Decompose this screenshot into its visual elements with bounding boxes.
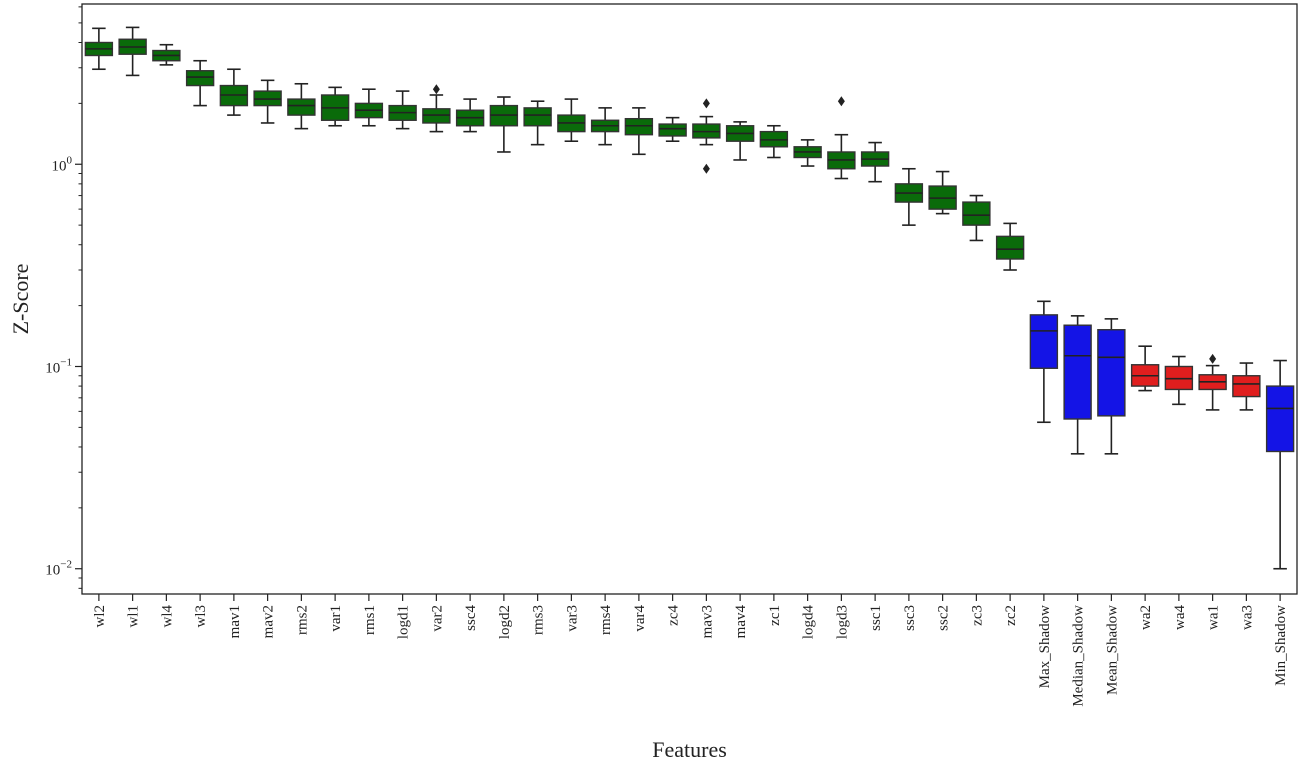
x-tick-label: wa3 xyxy=(1239,605,1255,630)
x-tick-label: var3 xyxy=(564,605,580,632)
x-tick-label: logd4 xyxy=(801,605,817,640)
x-tick-label: wl4 xyxy=(159,605,175,628)
box-iqr xyxy=(995,235,1025,260)
x-tick-label: var2 xyxy=(429,605,445,632)
box-var1 xyxy=(320,86,350,127)
box-ssc3 xyxy=(894,167,924,226)
x-tick-label: wa4 xyxy=(1172,605,1188,630)
x-tick-label: zc3 xyxy=(969,605,985,626)
outlier-point xyxy=(1209,353,1217,364)
box-iqr xyxy=(624,117,654,136)
box-wl3 xyxy=(185,59,215,107)
x-tick-label: ssc1 xyxy=(868,605,884,631)
x-tick-label: mav1 xyxy=(227,605,243,638)
y-tick-label: 10−2 xyxy=(45,559,72,579)
box-iqr xyxy=(185,70,215,87)
x-tick-label: logd3 xyxy=(834,605,850,639)
x-tick-label: Median_Shadow xyxy=(1071,605,1087,707)
box-iqr xyxy=(523,107,552,127)
box-wl4 xyxy=(152,43,181,66)
x-tick-label: wa2 xyxy=(1138,605,1154,630)
box-mav3 xyxy=(692,98,721,174)
x-tick-label: Max_Shadow xyxy=(1037,605,1053,688)
box-wa2 xyxy=(1130,345,1160,392)
box-max-shadow xyxy=(1029,300,1059,424)
x-tick-label: Min_Shadow xyxy=(1273,605,1289,686)
box-ssc1 xyxy=(860,141,890,183)
plot-area xyxy=(81,3,1298,595)
x-tick-label: rms2 xyxy=(294,605,310,635)
x-tick-label: zc4 xyxy=(666,605,682,626)
box-rms1 xyxy=(354,88,384,127)
x-tick-label: wa1 xyxy=(1206,605,1222,630)
box-iqr xyxy=(962,201,991,226)
box-rms2 xyxy=(287,82,316,130)
x-tick-label: ssc4 xyxy=(463,605,479,631)
x-tick-label: wl1 xyxy=(126,605,142,628)
x-tick-label: wl3 xyxy=(193,605,209,628)
x-tick-label: wl2 xyxy=(92,605,108,628)
box-zc4 xyxy=(658,116,687,143)
y-axis: 10−2 10−1 100 xyxy=(45,6,82,589)
box-var4 xyxy=(624,107,654,156)
box-var3 xyxy=(557,98,586,143)
outlier-point xyxy=(837,96,845,107)
box-wa3 xyxy=(1232,362,1261,411)
box-zc3 xyxy=(962,194,991,242)
box-iqr xyxy=(1232,375,1261,398)
x-tick-label: logd1 xyxy=(396,605,412,639)
x-tick-label: mav2 xyxy=(261,605,277,638)
box-ssc4 xyxy=(455,98,485,133)
y-axis-title: Z-Score xyxy=(8,264,33,335)
outlier-point xyxy=(432,84,440,95)
box-iqr xyxy=(287,98,316,116)
x-tick-label: zc1 xyxy=(767,605,783,626)
outlier-point xyxy=(702,163,710,174)
box-mean-shadow xyxy=(1097,318,1126,455)
box-ssc2 xyxy=(928,170,957,215)
box-iqr xyxy=(1063,324,1092,420)
x-axis-title: Features xyxy=(652,737,727,762)
x-tick-label: Mean_Shadow xyxy=(1104,605,1120,695)
box-wl1 xyxy=(118,26,147,77)
box-iqr xyxy=(1029,314,1059,369)
box-wa1 xyxy=(1198,353,1227,411)
x-tick-label: var1 xyxy=(328,605,344,632)
x-tick-label: rms1 xyxy=(362,605,378,635)
x-tick-label: ssc2 xyxy=(936,605,952,631)
box-zc1 xyxy=(759,124,789,159)
box-mav4 xyxy=(725,121,755,161)
box-var2 xyxy=(422,84,451,133)
box-min-shadow xyxy=(1265,359,1295,570)
x-tick-label: rms4 xyxy=(598,605,614,636)
box-mav2 xyxy=(253,79,282,124)
box-logd2 xyxy=(489,96,519,153)
y-tick-label: 100 xyxy=(52,154,73,174)
x-tick-label: ssc3 xyxy=(902,605,918,631)
box-iqr xyxy=(1265,385,1295,453)
x-tick-label: mav3 xyxy=(699,605,715,638)
y-tick-label: 10−1 xyxy=(45,356,72,376)
x-tick-label: mav4 xyxy=(733,605,749,639)
outlier-point xyxy=(702,98,710,109)
box-zc2 xyxy=(995,222,1025,271)
box-rms4 xyxy=(590,107,620,146)
box-wl2 xyxy=(84,27,114,71)
box-wa4 xyxy=(1164,355,1194,406)
x-tick-label: var4 xyxy=(632,605,648,632)
box-logd3 xyxy=(827,96,856,180)
box-logd1 xyxy=(388,90,417,130)
x-tick-label: zc2 xyxy=(1003,605,1019,626)
x-tick-label: logd2 xyxy=(497,605,513,639)
box-rms3 xyxy=(523,100,552,146)
box-iqr xyxy=(658,123,687,137)
x-tick-label: rms3 xyxy=(531,605,547,635)
box-median-shadow xyxy=(1063,315,1092,455)
x-axis: wl2 wl1 wl4 wl3 mav1 mav2 rms2 var1 rms1 logd1 var… xyxy=(92,594,1289,707)
box-logd4 xyxy=(793,139,822,167)
box-mav1 xyxy=(219,68,249,116)
box-iqr xyxy=(1097,329,1126,417)
